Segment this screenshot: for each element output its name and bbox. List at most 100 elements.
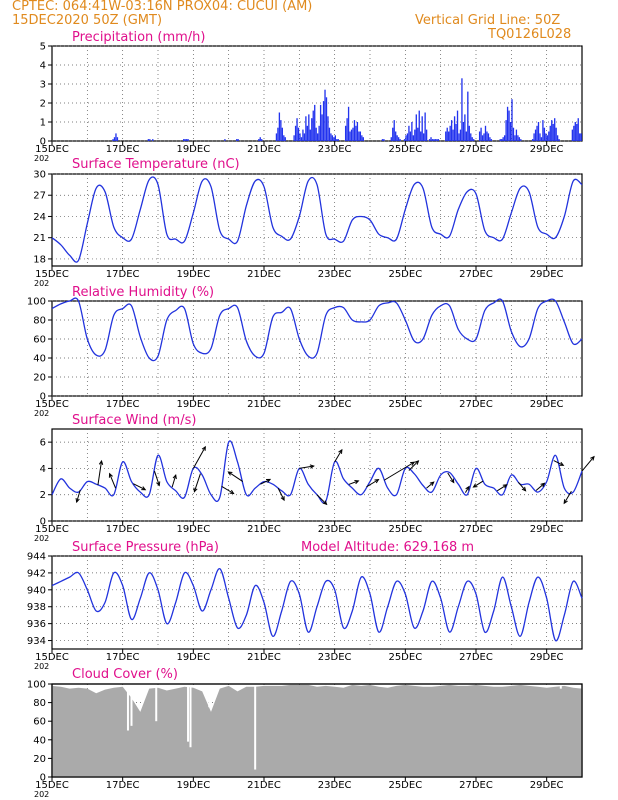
precip-bar [331, 135, 334, 141]
x-tick-label: 15DEC [35, 652, 69, 663]
precip-bar [540, 137, 543, 141]
wind-arrow-shaft [260, 478, 271, 485]
wind-arrow-head [338, 448, 343, 454]
y-tick-label: 20 [33, 754, 46, 765]
precip-bar [346, 118, 348, 141]
panel-frame-top [51, 683, 583, 778]
precip-bar [261, 139, 263, 141]
precip-bar [433, 139, 435, 141]
precip-bar [509, 122, 512, 141]
precip-bar [296, 118, 298, 141]
precip-bar [312, 110, 314, 141]
precip-bar [347, 106, 350, 141]
y-tick-label: 4 [40, 61, 46, 72]
precip-bar [489, 137, 491, 141]
x-tick-label: 25DEC [388, 269, 422, 280]
precip-bar [534, 129, 537, 141]
y-tick-label: 934 [27, 636, 46, 647]
panel-title: Surface Pressure (hPa) [72, 540, 219, 555]
precip-bar [455, 123, 457, 141]
precip-bar [392, 127, 394, 141]
wind-arrow-head [309, 464, 315, 469]
precip-bar [501, 139, 503, 141]
wind-arrow-head [75, 497, 80, 504]
x-year-label: 202 [34, 662, 49, 671]
x-tick-label: 23DEC [318, 652, 352, 663]
wind-arrow-head [450, 478, 455, 484]
y-tick-label: 0 [40, 137, 46, 148]
x-tick-label: 19DEC [176, 399, 210, 410]
precip-bar [328, 127, 331, 141]
precip-bar [397, 137, 400, 141]
wind-arrow-shaft [447, 472, 455, 483]
y-tick-label: 80 [33, 316, 46, 327]
precip-bar [512, 127, 515, 141]
x-tick-label: 29DEC [530, 144, 564, 155]
precip-bar [303, 133, 306, 141]
precip-bar [542, 120, 544, 141]
precip-bar [395, 131, 397, 141]
x-tick-label: 25DEC [388, 780, 422, 791]
y-tick-label: 24 [33, 212, 46, 223]
precip-bar [462, 122, 465, 141]
x-tick-label: 27DEC [459, 524, 493, 535]
precip-bar [571, 129, 574, 141]
x-tick-label: 23DEC [318, 399, 352, 410]
precip-bar [353, 120, 356, 141]
precip-bar [309, 129, 311, 141]
y-tick-label: 0 [40, 517, 46, 528]
precip-bar [448, 131, 450, 141]
precip-bar [293, 135, 295, 141]
wind-arrow-shaft [464, 486, 470, 493]
x-tick-label: 25DEC [388, 652, 422, 663]
precip-bar [577, 118, 579, 141]
wind-arrow-head [559, 461, 565, 466]
wind-arrow-shaft [277, 487, 285, 501]
panel-title: Cloud Cover (%) [72, 667, 178, 682]
panel-pres: 934 936 938 940 942 944 15DEC 17DEC 19DEC 21DEC 23… [27, 540, 583, 671]
precip-bar [434, 139, 437, 141]
precip-bar [423, 133, 425, 141]
precip-bar [437, 139, 440, 141]
precip-bar [321, 114, 323, 141]
precip-bar [278, 112, 281, 141]
cloud-dip [155, 685, 158, 722]
precip-bar [281, 127, 283, 141]
header-run-code: TQ0126L028 [488, 27, 572, 42]
precip-bar [236, 139, 238, 141]
header-date: 15DEC2020 50Z (GMT) [12, 13, 163, 28]
precip-bar [502, 137, 504, 141]
precip-bar [115, 133, 117, 141]
precip-bar [558, 139, 560, 141]
precip-bar [490, 139, 493, 141]
precip-bar [456, 110, 459, 141]
x-tick-label: 19DEC [176, 144, 210, 155]
y-tick-label: 20 [33, 373, 46, 384]
x-tick-label: 29DEC [530, 652, 564, 663]
panel-frame [51, 45, 583, 142]
wind-arrow-head [229, 489, 235, 495]
precip-bar [556, 135, 559, 141]
precip-bar [337, 139, 339, 141]
precip-bar [428, 139, 431, 141]
x-tick-label: 15DEC [35, 399, 69, 410]
x-tick-label: 27DEC [459, 269, 493, 280]
precip-bar [506, 106, 509, 141]
precip-bar [421, 116, 423, 141]
panel-wind: 0 2 4 6 15DEC 17DEC 19DEC 21DEC 23DEC 25DEC 27DEC 2… [34, 413, 595, 543]
precip-bar [487, 133, 490, 141]
precip-bar [545, 133, 547, 141]
precip-bar [185, 139, 188, 141]
cloud-dip [189, 685, 192, 748]
y-tick-label: 940 [27, 585, 46, 596]
x-year-label: 202 [34, 154, 49, 163]
precip-bar [405, 135, 407, 141]
precip-bar [548, 131, 550, 141]
precip-bar [259, 137, 261, 141]
x-tick-label: 17DEC [106, 269, 140, 280]
wind-arrow-head [201, 445, 206, 451]
y-tick-label: 4 [40, 464, 46, 475]
x-tick-label: 15DEC [35, 780, 69, 791]
x-tick-label: 23DEC [318, 144, 352, 155]
precip-bar [325, 97, 328, 141]
